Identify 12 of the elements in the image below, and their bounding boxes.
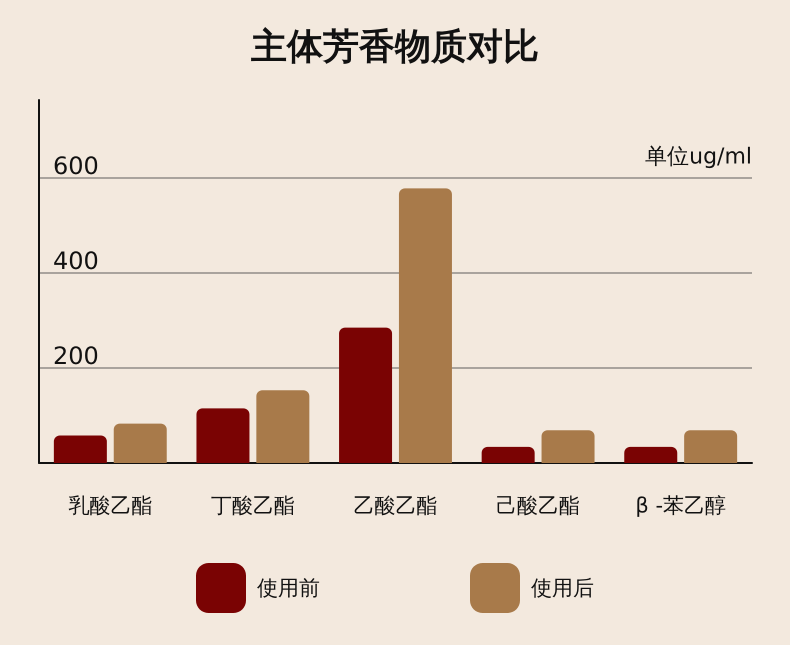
x-tick-label: 己酸乙酯 — [496, 494, 580, 518]
x-tick-label: 丁酸乙酯 — [210, 494, 295, 518]
y-tick-label: 400 — [53, 246, 99, 275]
y-tick-label: 600 — [53, 152, 99, 180]
x-tick-label: β -苯乙醇 — [635, 494, 726, 518]
legend-label: 使用前 — [257, 576, 320, 600]
chart-title: 主体芳香物质对比 — [251, 26, 539, 68]
y-axis-title: 单位ug/ml — [645, 144, 752, 170]
x-tick-label: 乙酸乙酯 — [354, 494, 438, 518]
y-tick-label: 200 — [53, 342, 99, 370]
legend-label: 使用后 — [531, 576, 594, 600]
x-tick-label: 乳酸乙酯 — [68, 494, 152, 518]
